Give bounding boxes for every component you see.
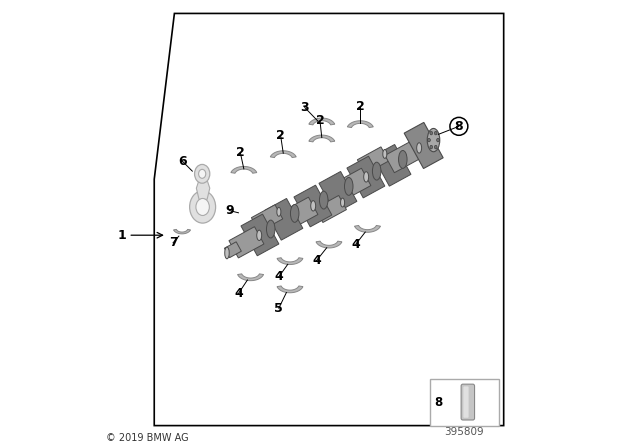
Polygon shape	[229, 227, 264, 258]
Ellipse shape	[319, 191, 328, 209]
Ellipse shape	[291, 204, 299, 222]
Ellipse shape	[399, 151, 407, 168]
Text: 4: 4	[312, 254, 321, 267]
Ellipse shape	[277, 207, 281, 216]
Text: 7: 7	[169, 236, 177, 250]
FancyBboxPatch shape	[463, 386, 468, 418]
Polygon shape	[347, 156, 385, 198]
Ellipse shape	[372, 162, 381, 180]
Text: 2: 2	[276, 129, 285, 142]
Polygon shape	[315, 195, 346, 223]
Polygon shape	[265, 198, 303, 240]
FancyBboxPatch shape	[430, 379, 499, 426]
Text: 2: 2	[356, 100, 365, 113]
Polygon shape	[309, 135, 335, 142]
Text: 4: 4	[234, 287, 243, 300]
Text: © 2019 BMW AG: © 2019 BMW AG	[106, 433, 189, 443]
Ellipse shape	[417, 143, 422, 153]
Text: 3: 3	[300, 101, 309, 114]
Polygon shape	[348, 121, 373, 128]
Ellipse shape	[195, 164, 210, 183]
Polygon shape	[231, 167, 257, 173]
Polygon shape	[309, 118, 335, 125]
Ellipse shape	[257, 230, 262, 241]
Ellipse shape	[311, 201, 316, 211]
Polygon shape	[279, 197, 318, 231]
Polygon shape	[277, 286, 303, 293]
Ellipse shape	[436, 138, 439, 142]
Ellipse shape	[266, 220, 275, 238]
Polygon shape	[277, 258, 303, 264]
Polygon shape	[404, 122, 443, 168]
Polygon shape	[373, 145, 411, 186]
Ellipse shape	[383, 150, 387, 159]
Polygon shape	[196, 179, 210, 199]
Text: 2: 2	[236, 146, 244, 159]
Ellipse shape	[430, 145, 433, 149]
Polygon shape	[355, 225, 380, 232]
Ellipse shape	[435, 145, 437, 149]
Polygon shape	[237, 274, 264, 280]
Text: 8: 8	[435, 396, 443, 409]
Polygon shape	[241, 214, 279, 256]
Ellipse shape	[428, 138, 430, 142]
Ellipse shape	[189, 191, 216, 223]
Text: 5: 5	[275, 302, 283, 315]
Text: 6: 6	[178, 155, 187, 168]
Polygon shape	[319, 172, 357, 213]
Polygon shape	[270, 151, 296, 158]
Ellipse shape	[344, 177, 353, 195]
Text: 8: 8	[454, 120, 463, 133]
Polygon shape	[316, 241, 342, 248]
Ellipse shape	[196, 198, 209, 215]
Text: 2: 2	[316, 114, 324, 128]
Ellipse shape	[435, 131, 437, 135]
Ellipse shape	[198, 169, 206, 178]
Ellipse shape	[430, 131, 433, 135]
Polygon shape	[173, 229, 191, 234]
Text: 4: 4	[351, 237, 360, 251]
Polygon shape	[252, 205, 283, 232]
Ellipse shape	[428, 129, 440, 152]
Ellipse shape	[340, 198, 344, 207]
Text: 395809: 395809	[444, 427, 484, 437]
Polygon shape	[332, 168, 371, 202]
Polygon shape	[357, 147, 388, 174]
Polygon shape	[294, 185, 332, 227]
Polygon shape	[225, 242, 241, 258]
Text: 9: 9	[225, 204, 234, 217]
Text: 1: 1	[117, 228, 126, 242]
Text: 4: 4	[275, 270, 283, 284]
Ellipse shape	[364, 172, 369, 182]
FancyBboxPatch shape	[461, 384, 475, 420]
Polygon shape	[385, 139, 424, 172]
Ellipse shape	[225, 247, 229, 259]
